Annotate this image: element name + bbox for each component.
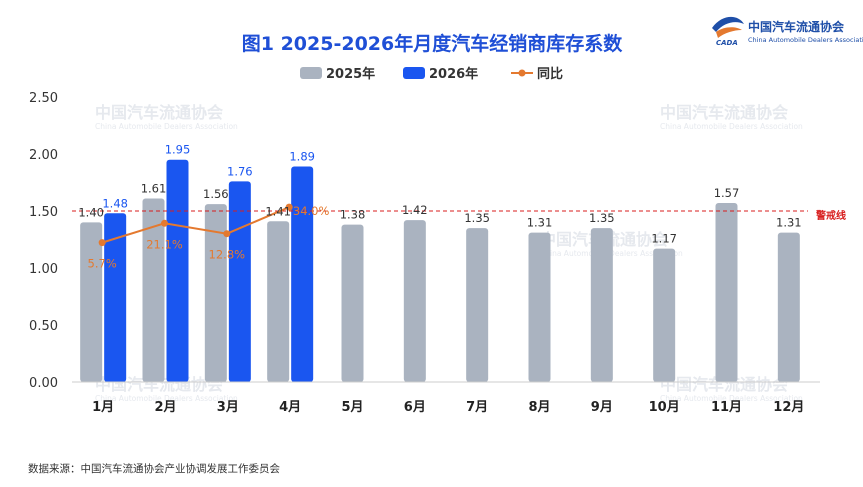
logo: CADA 中国汽车流通协会 China Automobile Dealers A… [712, 16, 863, 47]
x-tick-label: 4月 [279, 400, 301, 415]
x-tick-label: 10月 [649, 400, 680, 415]
x-tick-label: 12月 [773, 400, 804, 415]
bar-2025 [466, 228, 489, 382]
legend-swatch-2026 [403, 67, 425, 79]
logo-name-cn: 中国汽车流通协会 [748, 19, 845, 34]
bar-2025 [142, 198, 165, 382]
bars [80, 159, 800, 382]
x-tick-label: 3月 [217, 400, 239, 415]
bar-2025-label: 1.31 [776, 216, 802, 230]
bar-2026 [291, 166, 314, 382]
bar-2025 [80, 222, 103, 382]
bar-2025 [204, 204, 227, 382]
source-note: 数据来源：中国汽车流通协会产业协调发展工作委员会 [28, 462, 280, 475]
bar-2025-label: 1.35 [464, 211, 490, 225]
logo-mark: CADA [716, 39, 738, 47]
bar-2026-label: 1.95 [165, 143, 191, 157]
watermark-text-en: China Automobile Dealers Association [660, 122, 803, 131]
watermark-text-en: China Automobile Dealers Association [95, 394, 238, 403]
bar-2025 [341, 224, 364, 382]
yoy-point [285, 203, 293, 211]
y-tick-label: 2.50 [29, 91, 58, 106]
yoy-series-line [101, 206, 290, 244]
bar-2025 [528, 232, 551, 382]
x-axis: 1月 2月 3月 4月 5月 6月 7月 8月 9月 10月 11月 12月 [72, 381, 820, 415]
yoy-point [223, 230, 231, 238]
y-tick-label: 0.00 [29, 376, 58, 391]
data-labels: 1.401.48 1.61 1.95 1.56 1.76 1.41 1.89 1.38 1.42… [78, 143, 801, 271]
legend-label-2026: 2026年 [429, 66, 478, 82]
yoy-label: 12.8% [209, 248, 246, 262]
yoy-label: 5.7% [88, 257, 117, 271]
bar-2025-label: 1.61 [141, 181, 167, 195]
bar-2025 [403, 220, 426, 382]
bar-2026 [166, 159, 189, 382]
yoy-line [98, 203, 293, 247]
bar-2025 [715, 203, 738, 382]
bar-2025-label: 1.17 [651, 232, 677, 246]
bar-2025-label: 1.57 [714, 186, 740, 200]
cada-logo-icon: CADA [712, 16, 744, 47]
bar-2025-label: 1.35 [589, 211, 615, 225]
legend-marker-yoy [518, 69, 526, 77]
x-tick-label: 8月 [528, 400, 550, 415]
x-tick-label: 7月 [466, 400, 488, 415]
yoy-label: 21.1% [146, 237, 183, 251]
bar-2026-label: 1.89 [289, 150, 315, 164]
reference-line: 警戒线 [72, 209, 846, 222]
x-tick-label: 2月 [154, 400, 176, 415]
warning-line-label: 警戒线 [815, 209, 846, 222]
watermark-text: 中国汽车流通协会 [660, 103, 788, 122]
legend-swatch-2025 [300, 67, 322, 79]
legend-label-yoy: 同比 [537, 66, 563, 82]
bar-2025-label: 1.56 [203, 187, 229, 201]
x-tick-label: 9月 [591, 400, 613, 415]
bar-2025 [267, 221, 290, 382]
legend: 2025年 2026年 同比 [300, 66, 563, 82]
bar-2026-label: 1.48 [102, 196, 128, 210]
watermark-text: 中国汽车流通协会 [660, 375, 788, 394]
watermark-text: 中国汽车流通协会 [95, 103, 223, 122]
watermark-text-en: China Automobile Dealers Association [660, 394, 803, 403]
x-tick-label: 5月 [341, 400, 363, 415]
yoy-label: 34.0% [293, 204, 330, 218]
y-tick-label: 2.00 [29, 148, 58, 163]
logo-name-en: China Automobile Dealers Association [748, 36, 863, 44]
bar-2025-label: 1.42 [402, 203, 428, 217]
y-tick-label: 0.50 [29, 319, 58, 334]
y-tick-label: 1.50 [29, 205, 58, 220]
bar-2025-label: 1.40 [78, 205, 104, 219]
y-tick-label: 1.00 [29, 262, 58, 277]
x-tick-label: 1月 [92, 400, 114, 415]
bar-2025-label: 1.41 [265, 204, 291, 218]
legend-label-2025: 2025年 [326, 66, 375, 82]
x-tick-label: 6月 [404, 400, 426, 415]
bar-2025 [653, 248, 676, 382]
chart-title: 图1 2025-2026年月度汽车经销商库存系数 [242, 32, 623, 55]
bar-2025 [777, 232, 800, 382]
bar-2025-label: 1.31 [527, 216, 553, 230]
y-axis: 0.00 0.50 1.00 1.50 2.00 2.50 [29, 91, 58, 391]
watermark-text: 中国汽车流通协会 [95, 375, 223, 394]
bar-2026 [104, 213, 127, 382]
bar-2026-label: 1.76 [227, 164, 253, 178]
bar-2025-label: 1.38 [340, 208, 366, 222]
yoy-point [161, 219, 168, 227]
x-tick-label: 11月 [711, 400, 742, 415]
yoy-point [98, 239, 106, 247]
bar-2025 [590, 228, 613, 382]
watermark-text-en: China Automobile Dealers Association [95, 122, 238, 131]
